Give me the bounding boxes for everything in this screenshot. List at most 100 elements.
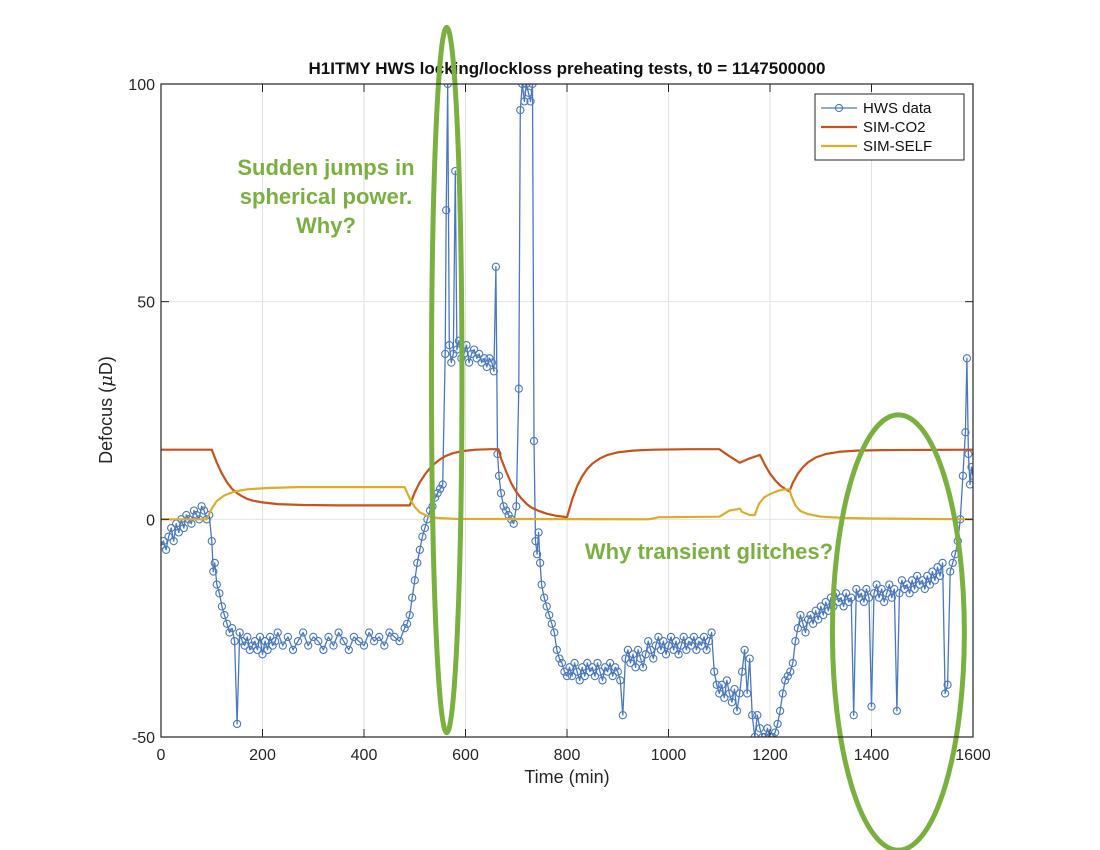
data-point [210, 558, 219, 568]
data-point [791, 637, 800, 646]
data-point [753, 711, 762, 720]
data-point [768, 732, 777, 737]
data-point [499, 502, 508, 511]
y-axis-label-prefix: Defocus ( [96, 387, 116, 464]
data-point [227, 624, 237, 633]
x-tick-label: 1400 [854, 747, 890, 764]
data-point [783, 671, 792, 681]
data-point [694, 637, 704, 646]
data-point [967, 462, 973, 472]
data-point [687, 641, 696, 650]
data-point [671, 637, 681, 646]
data-point [968, 471, 973, 480]
data-point [598, 676, 607, 685]
data-point [874, 593, 884, 602]
data-point [199, 506, 209, 515]
data-point [283, 632, 293, 642]
data-point [910, 584, 919, 594]
data-point [496, 489, 506, 498]
annotation-ellipse [829, 412, 967, 850]
data-point [410, 576, 419, 585]
data-point [905, 589, 914, 598]
data-point [814, 615, 823, 624]
legend-marker [834, 103, 844, 113]
data-point [725, 689, 734, 698]
data-point [243, 632, 252, 642]
data-point [748, 711, 757, 720]
data-point [205, 510, 214, 520]
data-point [740, 645, 749, 655]
data-point [920, 584, 929, 594]
data-point [819, 610, 828, 620]
data-point [743, 689, 752, 698]
data-point [482, 362, 491, 372]
data-point [852, 584, 861, 594]
data-point [583, 658, 592, 668]
x-tick-label: 200 [249, 747, 276, 764]
data-point [712, 680, 721, 689]
data-point [750, 732, 759, 737]
data-point [235, 628, 244, 637]
data-point [560, 667, 569, 676]
data-point [491, 262, 501, 271]
data-point [258, 650, 267, 659]
data-point [821, 597, 830, 607]
data-point [253, 645, 262, 655]
data-point [618, 711, 627, 720]
data-point [651, 641, 660, 650]
data-point [557, 658, 567, 668]
data-point [445, 341, 454, 350]
data-point [265, 632, 275, 642]
data-point [760, 732, 770, 737]
data-point [649, 654, 658, 663]
data-point [542, 602, 551, 611]
data-point [314, 637, 323, 646]
data-point [222, 619, 232, 628]
data-point [892, 706, 902, 716]
data-point [646, 645, 655, 655]
data-point [547, 619, 556, 628]
legend-entry: HWS data [821, 100, 932, 117]
data-point [298, 628, 308, 637]
data-point [578, 663, 587, 672]
legend-entry: SIM-SELF [821, 138, 932, 155]
data-point [535, 558, 545, 568]
data-point [669, 645, 678, 655]
data-point [654, 632, 663, 642]
data-point [405, 610, 414, 620]
data-point [215, 589, 224, 598]
data-point [621, 654, 630, 663]
x-tick-label: 1200 [752, 747, 788, 764]
series-sim-self [161, 486, 973, 521]
data-point [250, 637, 260, 646]
data-point [534, 528, 543, 537]
data-point [447, 358, 456, 367]
x-tick-label: 1600 [955, 747, 991, 764]
data-point [689, 632, 699, 642]
data-point [900, 584, 909, 594]
data-point [464, 358, 474, 367]
data-point [946, 567, 955, 576]
data-point [788, 658, 797, 668]
data-point [697, 641, 706, 650]
data-point [623, 645, 633, 655]
data-point [816, 602, 825, 611]
x-tick-label: 1000 [651, 747, 687, 764]
data-point [793, 624, 803, 633]
data-point [918, 576, 927, 585]
data-point [319, 645, 328, 655]
data-point [677, 641, 686, 650]
data-point [390, 632, 399, 642]
data-point [684, 637, 693, 646]
data-point [293, 637, 303, 646]
series-sim-co2 [161, 448, 973, 519]
y-axis-label-mu: μ [96, 375, 117, 387]
data-point [781, 676, 790, 685]
data-point [364, 628, 374, 637]
data-point [659, 637, 668, 646]
data-point [796, 610, 805, 620]
data-point [699, 632, 709, 642]
data-point [339, 637, 348, 646]
data-point [702, 645, 711, 655]
data-point [329, 641, 338, 650]
